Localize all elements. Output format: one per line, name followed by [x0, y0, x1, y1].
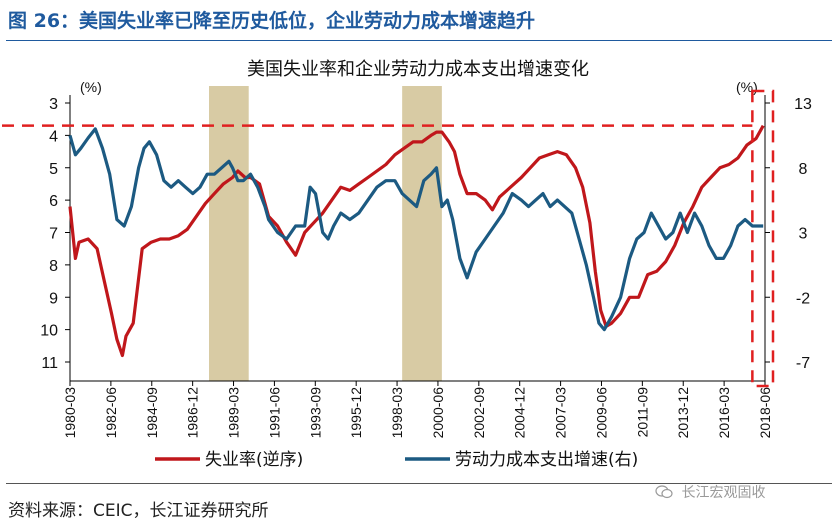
x-tick-label: 2016-03 — [716, 387, 732, 439]
x-tick-label: 2013-12 — [675, 387, 691, 439]
labor-cost-growth-line — [68, 127, 764, 332]
left-tick-label: 3 — [49, 96, 58, 113]
x-tick-label: 1982-06 — [103, 387, 119, 439]
chart-title: 美国失业率和企业劳动力成本支出增速变化 — [247, 59, 589, 80]
source-rule — [6, 483, 832, 484]
title-rule — [6, 40, 832, 41]
right-unit-label: (%) — [736, 79, 758, 95]
legend-label-labor-cost: 劳动力成本支出增速(右) — [455, 450, 638, 470]
right-tick-label: -2 — [796, 290, 810, 307]
x-tick-label: 2007-03 — [553, 387, 569, 439]
watermark-text: 长江宏观固收 — [681, 485, 766, 501]
x-tick-label: 1995-12 — [348, 387, 364, 439]
x-tick-label: 2009-06 — [593, 387, 609, 439]
x-tick-label: 2018-06 — [757, 387, 773, 439]
x-tick-label: 1984-09 — [144, 387, 160, 439]
chart: 美国失业率和企业劳动力成本支出增速变化 (%) (%) 345678910111… — [2, 59, 812, 470]
x-tick-label: 1986-12 — [185, 387, 201, 439]
right-tick-label: 13 — [794, 96, 812, 113]
x-tick-label: 1998-03 — [389, 387, 405, 439]
watermark: 长江宏观固收 — [655, 482, 765, 502]
x-tick-label: 2011-09 — [634, 387, 650, 438]
right-tick-label: -7 — [796, 355, 810, 372]
legend-label-unemployment: 失业率(逆序) — [205, 450, 303, 470]
left-tick-label: 11 — [41, 355, 58, 372]
highlight-dashed-box — [751, 89, 775, 388]
x-tick-label: 1991-06 — [266, 387, 282, 439]
left-unit-label: (%) — [80, 79, 102, 95]
x-tick-label: 1980-03 — [62, 387, 78, 439]
left-tick-label: 10 — [40, 323, 58, 340]
axes-group: 3 4 5 6 7 8 9 10 11 13 8 3 -2 -7 1980-03 1982-06 1984-09… — [40, 95, 812, 438]
left-tick-label: 8 — [49, 258, 58, 275]
recession-band-2 — [402, 86, 442, 381]
series-lines-group — [68, 124, 765, 358]
recession-band-1 — [209, 86, 249, 381]
left-tick-label: 9 — [49, 290, 58, 307]
unemployment-line — [68, 124, 765, 358]
x-tick-label: 1993-09 — [307, 387, 323, 439]
left-tick-label: 6 — [49, 193, 58, 210]
wechat-icon — [655, 485, 673, 499]
x-tick-label: 2002-09 — [471, 387, 487, 439]
left-tick-label: 7 — [49, 226, 58, 243]
right-tick-label: 3 — [799, 226, 808, 243]
source-note: 资料来源：CEIC，长江证券研究所 — [8, 501, 269, 521]
figure-title: 图 26：美国失业率已降至历史低位，企业劳动力成本增速趋升 — [8, 10, 536, 32]
x-tick-label: 2000-06 — [430, 387, 446, 439]
legend: 失业率(逆序) 劳动力成本支出增速(右) — [155, 450, 638, 470]
reference-marks-group — [2, 89, 775, 388]
recession-shading-group — [209, 86, 442, 381]
right-tick-label: 8 — [799, 161, 808, 178]
left-tick-label: 4 — [49, 128, 58, 145]
x-tick-label: 2004-12 — [512, 387, 528, 439]
left-tick-label: 5 — [49, 161, 58, 178]
x-tick-label: 1989-03 — [226, 387, 242, 439]
